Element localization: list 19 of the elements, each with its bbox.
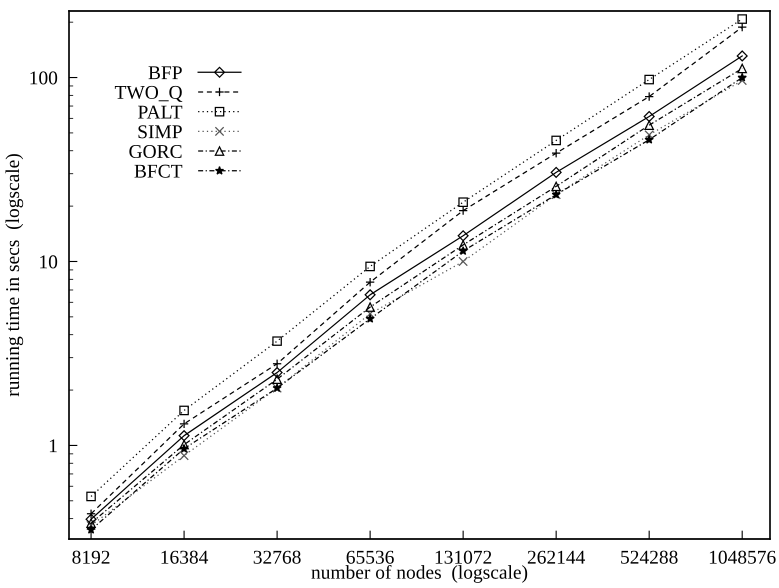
y-axis-title: running time in secs (logscale) (5, 154, 24, 396)
x-tick-label: 1048576 (710, 550, 776, 564)
x-tick-label: 8192 (72, 550, 110, 564)
y-tick-label: 10 (40, 255, 58, 268)
y-tick-label: 100 (30, 71, 58, 84)
legend-label: GORC (129, 144, 182, 158)
legend-label: PALT (138, 106, 182, 118)
y-tick-label: 1 (50, 439, 57, 452)
x-axis-title: number of nodes (logscale) (311, 564, 528, 583)
x-tick-label: 262144 (528, 550, 586, 564)
legend-label: SIMP (138, 125, 182, 138)
legend-label: BFCT (134, 164, 182, 178)
x-tick-label: 131072 (436, 550, 492, 564)
x-tick-label: 65536 (346, 550, 394, 564)
x-tick-label: 32768 (254, 550, 301, 564)
x-tick-label: 524288 (621, 550, 678, 564)
legend-label: BFP (148, 66, 182, 80)
legend-label: TWO_Q (114, 86, 182, 102)
x-tick-label: 16384 (161, 550, 208, 564)
